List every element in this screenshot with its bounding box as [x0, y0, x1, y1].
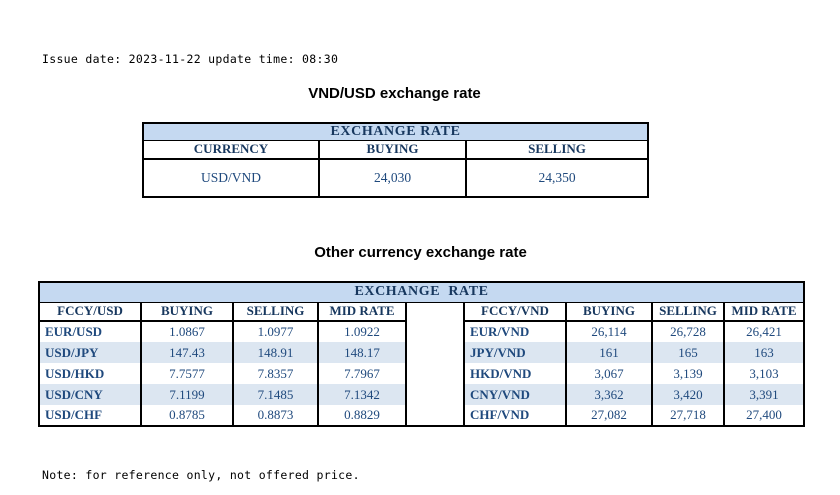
column-header-buying: BUYING	[140, 302, 234, 322]
table-row: USD/CNY 7.1199 7.1485 7.1342 CNY/VND 3,3…	[38, 384, 806, 405]
currency-pair-cell: EUR/USD	[38, 321, 142, 342]
buying-rate-cell: 147.43	[140, 342, 234, 363]
currency-pair-cell: USD/VND	[142, 158, 320, 197]
column-header-selling: SELLING	[464, 140, 650, 160]
currency-pair-cell: CNY/VND	[463, 384, 567, 405]
issue-date-line: Issue date: 2023-11-22 update time: 08:3…	[42, 52, 339, 66]
usd-vnd-rate-table: EXCHANGE RATE CURRENCY BUYING SELLING US…	[141, 122, 650, 198]
table-row: USD/JPY 147.43 148.91 148.17 JPY/VND 161…	[38, 342, 806, 363]
buying-rate-cell: 26,114	[565, 321, 653, 342]
column-header-selling: SELLING	[651, 302, 725, 322]
note-line: Note: for reference only, not offered pr…	[42, 468, 360, 482]
spacer-column	[405, 302, 465, 426]
mid-rate-cell: 163	[722, 342, 806, 363]
usd-vnd-table-title: VND/USD exchange rate	[308, 85, 481, 102]
buying-rate-cell: 7.7577	[140, 363, 234, 384]
column-header-selling: SELLING	[232, 302, 319, 322]
mid-rate-cell: 26,421	[722, 321, 806, 342]
column-header-buying: BUYING	[318, 140, 467, 160]
table-banner: EXCHANGE RATE	[141, 123, 650, 141]
buying-rate-cell: 3,362	[565, 384, 653, 405]
table-row: USD/HKD 7.7577 7.8357 7.7967 HKD/VND 3,0…	[38, 363, 806, 384]
mid-rate-cell: 1.0922	[317, 321, 407, 342]
mid-rate-cell: 3,391	[722, 384, 806, 405]
selling-rate-cell: 3,139	[651, 363, 725, 384]
column-header-mid-rate: MID RATE	[722, 302, 806, 322]
buying-rate-cell: 27,082	[565, 405, 653, 426]
selling-rate-cell: 7.1485	[232, 384, 319, 405]
column-header-currency: CURRENCY	[142, 140, 320, 160]
mid-rate-cell: 0.8829	[317, 405, 407, 426]
currency-pair-cell: USD/HKD	[38, 363, 142, 384]
mid-rate-cell: 7.7967	[317, 363, 407, 384]
other-currency-rate-table: EXCHANGE RATE FCCY/USD BUYING SELLING MI…	[37, 281, 806, 427]
column-header-fccy-vnd: FCCY/VND	[463, 302, 567, 322]
column-header-fccy-usd: FCCY/USD	[38, 302, 142, 322]
mid-rate-cell: 7.1342	[317, 384, 407, 405]
buying-rate-cell: 0.8785	[140, 405, 234, 426]
buying-rate-cell: 24,030	[318, 158, 467, 197]
table-row: USD/VND 24,030 24,350	[142, 158, 650, 197]
selling-rate-cell: 0.8873	[232, 405, 319, 426]
selling-rate-cell: 27,718	[651, 405, 725, 426]
buying-rate-cell: 7.1199	[140, 384, 234, 405]
currency-pair-cell: USD/CHF	[38, 405, 142, 426]
currency-pair-cell: CHF/VND	[463, 405, 567, 426]
currency-pair-cell: JPY/VND	[463, 342, 567, 363]
buying-rate-cell: 1.0867	[140, 321, 234, 342]
currency-pair-cell: USD/CNY	[38, 384, 142, 405]
mid-rate-cell: 27,400	[722, 405, 806, 426]
selling-rate-cell: 26,728	[651, 321, 725, 342]
selling-rate-cell: 1.0977	[232, 321, 319, 342]
selling-rate-cell: 165	[651, 342, 725, 363]
currency-pair-cell: EUR/VND	[463, 321, 567, 342]
mid-rate-cell: 3,103	[722, 363, 806, 384]
table-banner: EXCHANGE RATE	[37, 282, 806, 303]
buying-rate-cell: 3,067	[565, 363, 653, 384]
mid-rate-cell: 148.17	[317, 342, 407, 363]
selling-rate-cell: 148.91	[232, 342, 319, 363]
selling-rate-cell: 3,420	[651, 384, 725, 405]
column-header-mid-rate: MID RATE	[317, 302, 407, 322]
currency-pair-cell: HKD/VND	[463, 363, 567, 384]
column-header-buying: BUYING	[565, 302, 653, 322]
table-row: EUR/USD 1.0867 1.0977 1.0922 EUR/VND 26,…	[38, 321, 806, 342]
selling-rate-cell: 7.8357	[232, 363, 319, 384]
table-row: USD/CHF 0.8785 0.8873 0.8829 CHF/VND 27,…	[38, 405, 806, 426]
buying-rate-cell: 161	[565, 342, 653, 363]
selling-rate-cell: 24,350	[464, 158, 650, 197]
other-currency-table-title: Other currency exchange rate	[314, 244, 527, 261]
currency-pair-cell: USD/JPY	[38, 342, 142, 363]
